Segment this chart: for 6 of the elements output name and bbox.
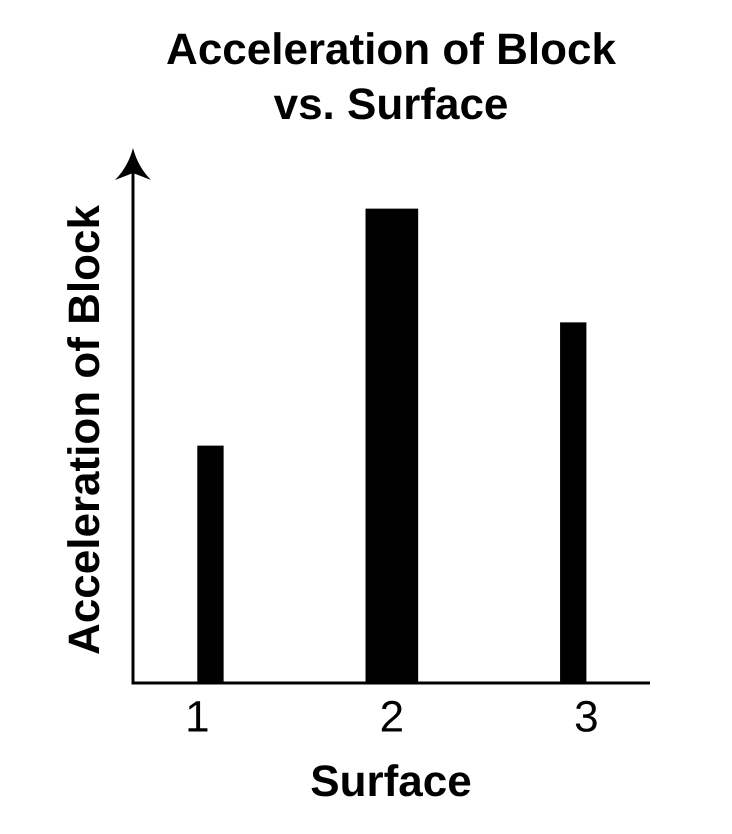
y-axis-title: Acceleration of Block: [59, 204, 110, 657]
x-axis-title: Surface: [309, 756, 473, 808]
x-tick-label: 1: [185, 692, 210, 742]
x-tick-label: 3: [574, 692, 599, 742]
x-tick-label: 2: [380, 692, 404, 742]
chart-title: Acceleration of Block vs. Surface: [165, 24, 617, 131]
